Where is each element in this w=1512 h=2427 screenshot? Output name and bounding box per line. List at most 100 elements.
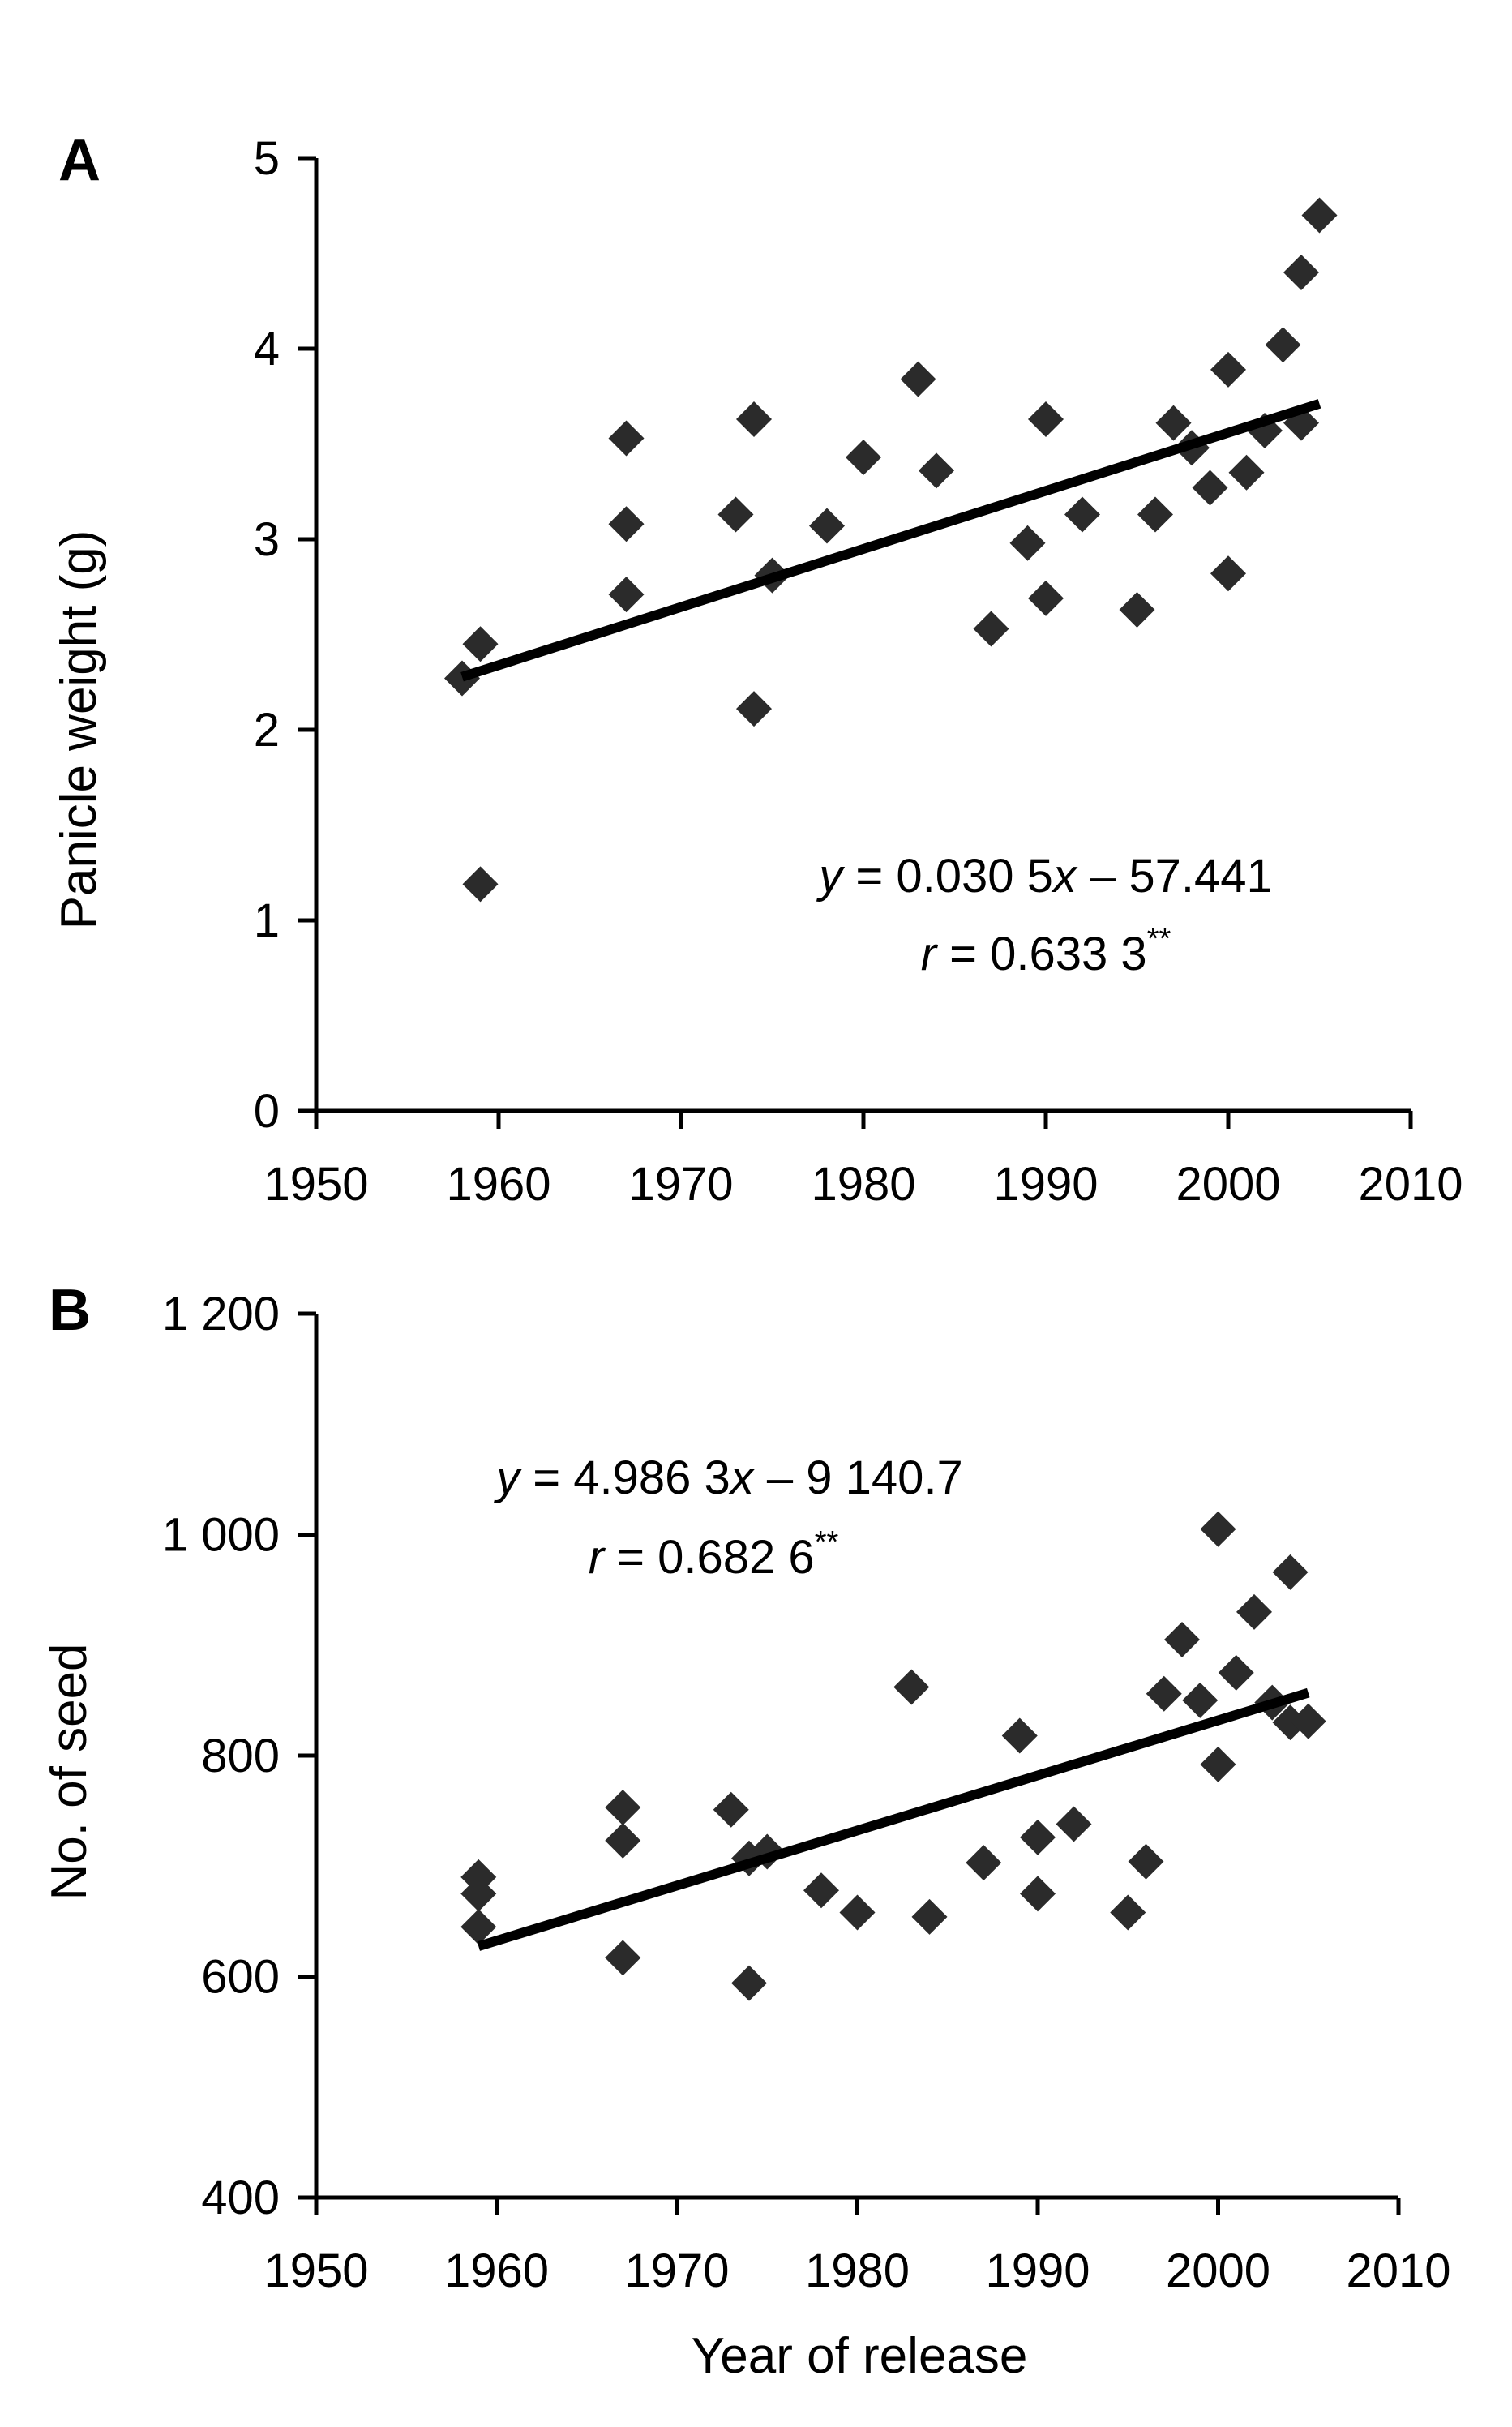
data-point — [605, 1940, 641, 1976]
panel-a-axes — [298, 156, 1413, 1129]
data-point — [444, 660, 480, 697]
panel-a-y-tick-label: 4 — [254, 323, 280, 375]
panel-a-y-axis-title: Panicle weight (g) — [51, 530, 107, 930]
data-point — [1009, 525, 1046, 561]
panel-b-x-axis-title: Year of release — [692, 2328, 1028, 2384]
data-point — [605, 1790, 641, 1826]
data-point — [736, 401, 772, 437]
data-point — [460, 1909, 497, 1945]
panel-b-letter: B — [49, 1278, 91, 1343]
data-point — [900, 361, 936, 397]
data-point — [1128, 1843, 1164, 1880]
data-point — [608, 506, 645, 542]
eq-coefficient: = 0.030 5 — [842, 850, 1053, 903]
eq-y-var: y — [816, 850, 845, 903]
data-point — [1218, 1654, 1254, 1691]
panel-b-regression-equation: y = 4.986 3x – 9 140.7 — [493, 1451, 963, 1504]
data-point — [1137, 496, 1173, 533]
data-point — [713, 1791, 749, 1828]
data-point — [1192, 470, 1228, 506]
data-point — [1290, 1703, 1326, 1739]
panel-a-letter: A — [58, 128, 101, 193]
panel-a-x-tick-label: 1970 — [628, 1158, 733, 1211]
data-point — [1265, 327, 1301, 363]
panel-a-x-tick-label: 1950 — [263, 1158, 368, 1211]
panel-b-y-axis-title: No. of seed — [41, 1643, 97, 1900]
eq-y-var: y — [493, 1451, 522, 1504]
panel-b-x-ticks: 1950 1960 1970 1980 1990 2000 2010 — [263, 2245, 1450, 2297]
panel-b: B No. of seed Year of release 400 600 80… — [41, 1278, 1451, 2384]
panel-a-x-tick-label: 1990 — [993, 1158, 1098, 1211]
panel-a: A Panicle weight (g) 0 1 2 3 4 5 1950 19… — [51, 128, 1463, 1211]
data-point — [462, 626, 499, 662]
panel-b-x-tick-label: 1980 — [805, 2245, 910, 2297]
data-point — [1001, 1717, 1038, 1754]
data-point — [1236, 1593, 1272, 1630]
data-point — [846, 439, 881, 475]
eq-x-var: x — [1051, 850, 1078, 903]
r-significance: ** — [1147, 922, 1171, 956]
data-point — [605, 1822, 641, 1859]
panel-b-correlation: r = 0.682 6** — [589, 1525, 839, 1584]
data-point — [1210, 555, 1246, 592]
panel-a-y-tick-label: 0 — [254, 1085, 280, 1138]
data-point — [460, 1876, 497, 1912]
data-point — [736, 691, 772, 727]
panel-a-y-ticks: 0 1 2 3 4 5 — [254, 132, 280, 1138]
panel-b-axes — [298, 1311, 1401, 2215]
panel-a-correlation: r = 0.633 3** — [921, 922, 1171, 980]
data-point — [1164, 1621, 1200, 1657]
data-point — [731, 1965, 767, 2001]
panel-b-y-tick-label: 1 000 — [162, 1509, 280, 1562]
r-significance: ** — [815, 1525, 839, 1559]
panel-a-y-tick-label: 2 — [254, 704, 280, 757]
data-point — [1301, 197, 1338, 234]
regression-line — [477, 1687, 1310, 1951]
eq-coefficient: = 4.986 3 — [520, 1451, 730, 1504]
data-point — [1020, 1876, 1056, 1912]
data-point — [803, 1872, 839, 1909]
data-point — [1228, 454, 1265, 491]
data-point — [717, 496, 754, 533]
panel-b-y-tick-label: 400 — [201, 2172, 280, 2224]
data-point — [1146, 1675, 1182, 1712]
data-point — [1272, 1554, 1309, 1590]
panel-a-x-tick-label: 1960 — [446, 1158, 550, 1211]
data-point — [1283, 255, 1319, 290]
data-point — [1028, 580, 1064, 616]
data-point — [1110, 1894, 1146, 1931]
data-point — [919, 452, 954, 489]
data-point — [1200, 1511, 1236, 1547]
panel-a-y-tick-label: 3 — [254, 513, 280, 566]
data-point — [893, 1669, 930, 1705]
panel-a-trendline — [460, 399, 1321, 682]
panel-b-trendline — [477, 1687, 1310, 1951]
panel-b-points — [460, 1511, 1326, 2001]
panel-a-y-tick-label: 5 — [254, 132, 280, 185]
panel-a-x-tick-label: 2010 — [1358, 1158, 1463, 1211]
data-point — [1119, 591, 1155, 628]
panel-b-x-tick-label: 2010 — [1346, 2245, 1450, 2297]
panel-a-regression-equation: y = 0.030 5x – 57.441 — [816, 850, 1273, 903]
data-point — [1056, 1806, 1092, 1842]
eq-x-var: x — [728, 1451, 756, 1504]
data-point — [973, 611, 1009, 647]
panel-b-x-tick-label: 1990 — [985, 2245, 1090, 2297]
r-value: = 0.633 3 — [936, 928, 1147, 980]
data-point — [1200, 1746, 1236, 1782]
r-value: = 0.682 6 — [604, 1531, 815, 1584]
data-point — [1064, 496, 1100, 533]
data-point — [839, 1894, 876, 1931]
panel-b-y-tick-label: 600 — [201, 1951, 280, 2004]
panel-b-y-ticks: 400 600 800 1 000 1 200 — [162, 1288, 280, 2224]
r-var: r — [921, 928, 939, 980]
panel-b-x-tick-label: 1970 — [624, 2245, 729, 2297]
panel-a-points — [444, 197, 1338, 903]
panel-a-x-tick-label: 2000 — [1176, 1158, 1280, 1211]
data-point — [608, 420, 645, 457]
eq-intercept: – 9 140.7 — [754, 1451, 963, 1504]
data-point — [608, 577, 645, 613]
r-var: r — [589, 1531, 606, 1584]
data-point — [1210, 351, 1246, 388]
